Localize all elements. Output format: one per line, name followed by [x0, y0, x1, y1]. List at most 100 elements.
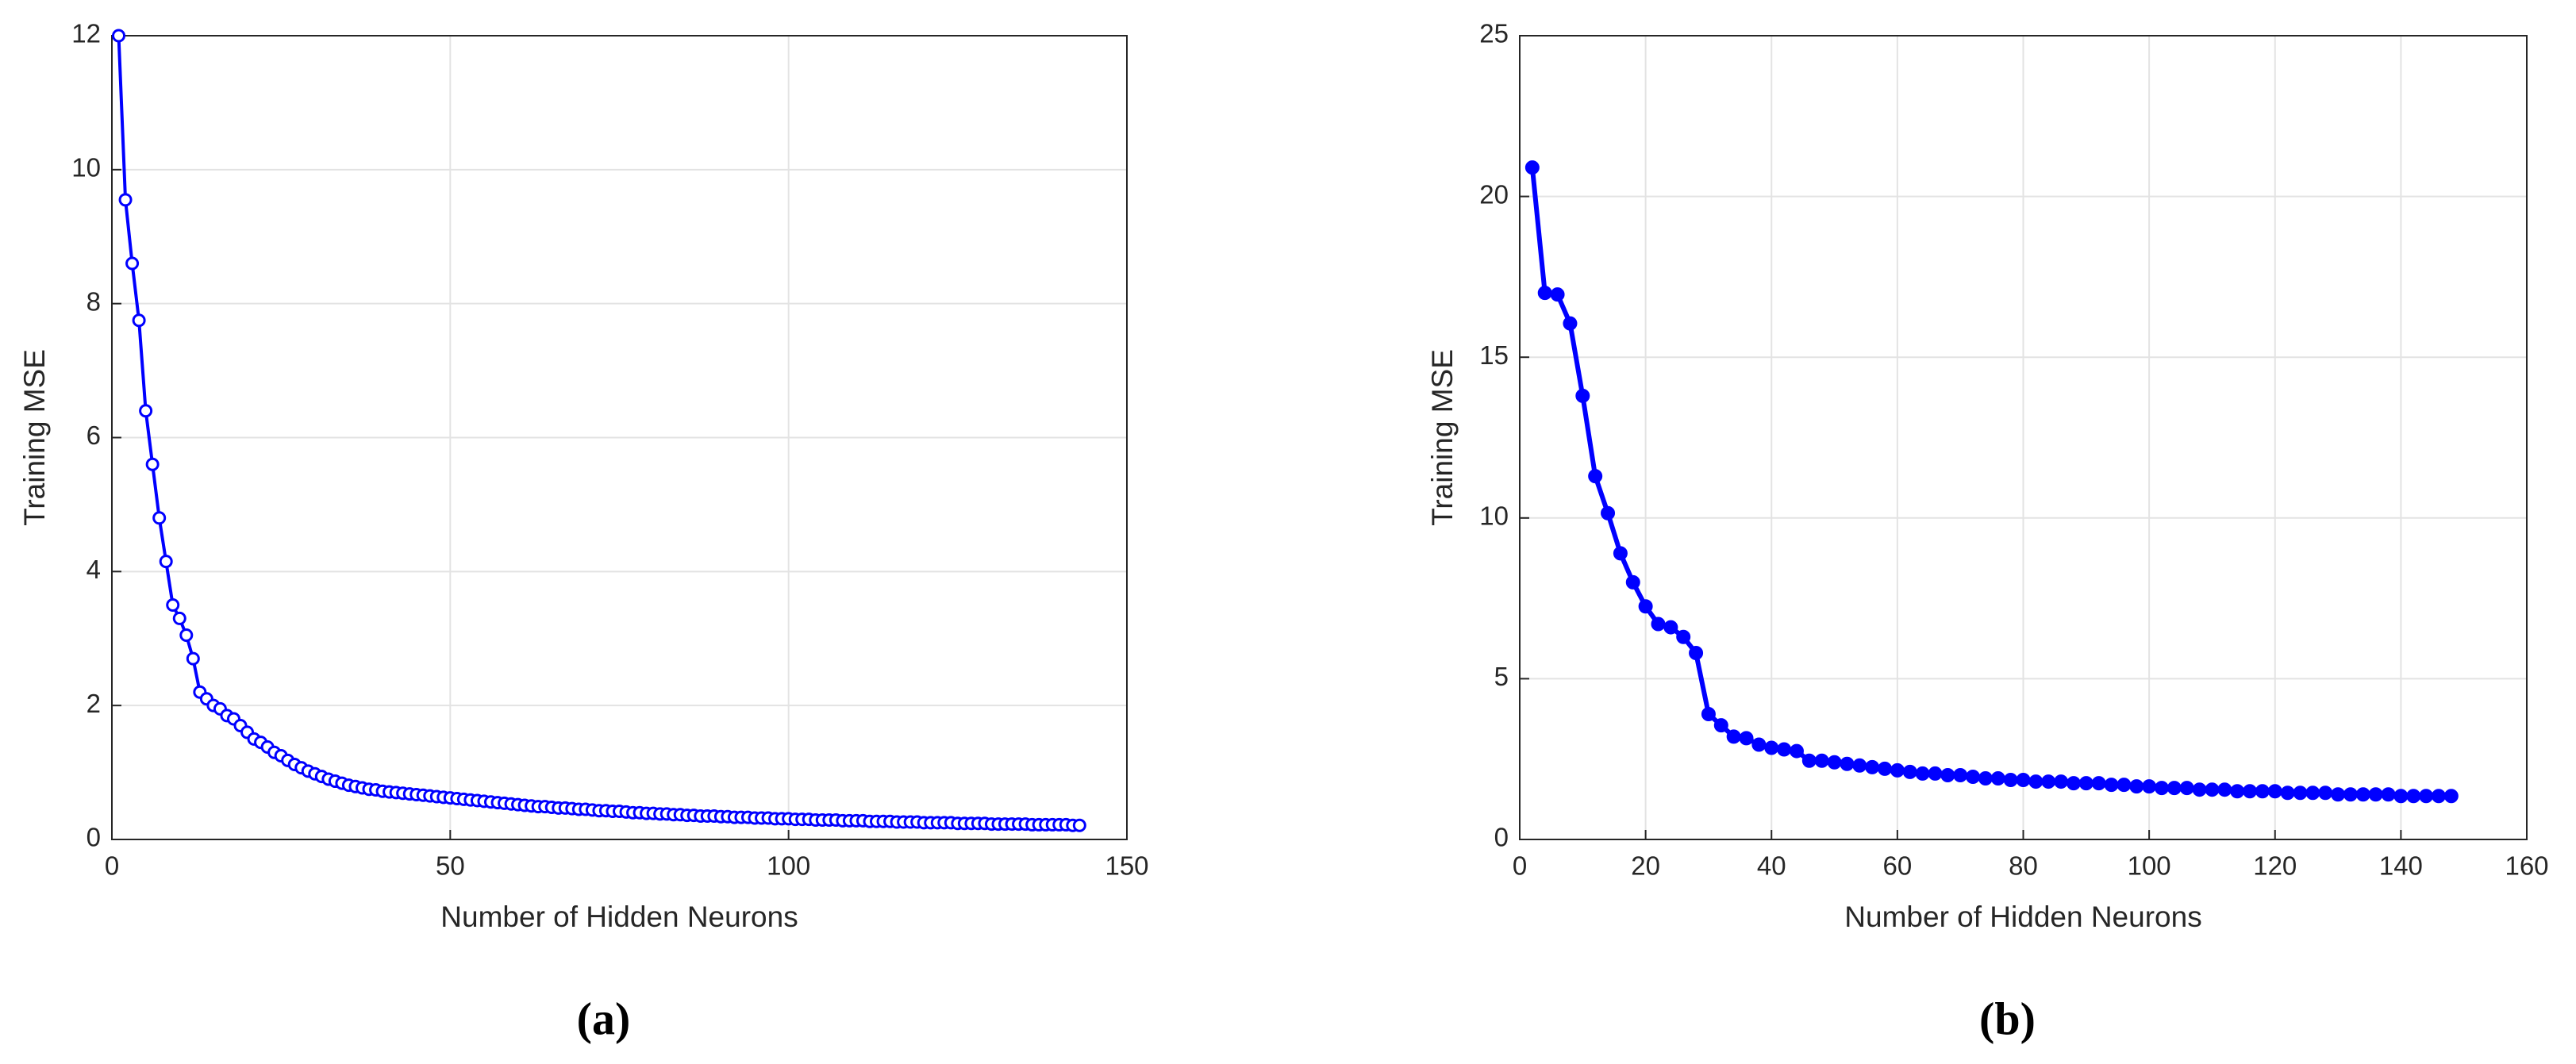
y-tick-label: 4 [87, 555, 101, 584]
marker [2393, 789, 2409, 804]
marker [139, 404, 153, 418]
y-tick-label: 0 [87, 823, 101, 852]
marker [2406, 789, 2421, 804]
marker [1953, 767, 1968, 782]
marker [1751, 737, 1767, 752]
marker [145, 457, 160, 471]
marker [1878, 761, 1893, 776]
x-tick-label: 0 [1513, 851, 1527, 881]
x-tick-label: 40 [1757, 851, 1786, 881]
marker [1651, 617, 1666, 632]
x-axis-label: Number of Hidden Neurons [440, 901, 798, 933]
x-tick-label: 140 [2379, 851, 2423, 881]
marker [2091, 776, 2106, 791]
y-tick-label: 8 [87, 286, 101, 316]
chart-panel: 0 2 4 6 8 10 12 0 50 100 150 Number of Hidden Neuro… [18, 19, 1149, 1045]
marker [1550, 287, 1565, 302]
marker [112, 29, 126, 43]
marker [2343, 787, 2358, 802]
marker [2117, 778, 2132, 793]
x-tick-label: 0 [105, 851, 119, 881]
marker [1701, 706, 1716, 721]
marker [1613, 546, 1628, 561]
y-tick-label: 20 [1479, 179, 1509, 209]
marker [118, 193, 133, 207]
marker [1902, 764, 1917, 779]
marker [1072, 818, 1086, 832]
marker [1689, 645, 1704, 660]
marker [2016, 773, 2031, 788]
marker [2179, 781, 2194, 796]
marker [179, 628, 194, 643]
y-tick-label: 10 [71, 153, 101, 182]
marker [2028, 774, 2043, 789]
y-tick-label: 15 [1479, 340, 1509, 370]
x-tick-label: 160 [2505, 851, 2548, 881]
marker [2280, 786, 2295, 801]
marker [2104, 778, 2119, 793]
x-tick-label: 20 [1631, 851, 1660, 881]
marker [2217, 782, 2232, 797]
marker [2205, 782, 2220, 797]
marker [1625, 574, 1640, 590]
marker [1575, 388, 1590, 403]
marker [125, 256, 140, 271]
marker [1789, 743, 1804, 759]
marker [1588, 469, 1603, 484]
marker [2054, 774, 2069, 789]
marker [2167, 781, 2182, 796]
marker [1966, 769, 1981, 784]
marker [159, 555, 173, 569]
marker [2003, 773, 2018, 788]
x-tick-label: 150 [1105, 851, 1148, 881]
caption: (a) [577, 993, 631, 1044]
axes-box [111, 35, 1128, 840]
axes-box [1519, 35, 2528, 840]
y-tick-label: 6 [87, 421, 101, 450]
marker [1865, 759, 1880, 774]
marker [2066, 776, 2081, 791]
marker [1801, 753, 1817, 768]
x-tick-label: 100 [767, 851, 810, 881]
marker [186, 651, 200, 666]
marker [1928, 766, 1943, 781]
y-axis-label: Training MSE [1426, 349, 1459, 526]
marker [2230, 784, 2245, 799]
marker [2419, 789, 2434, 804]
marker [2318, 786, 2333, 801]
marker [1814, 753, 1829, 768]
x-tick-label: 60 [1883, 851, 1913, 881]
marker [1739, 731, 1754, 746]
marker [1537, 286, 1552, 301]
marker [2041, 774, 2056, 789]
marker [1915, 766, 1930, 781]
marker [1990, 771, 2005, 786]
marker [1940, 767, 1955, 782]
marker [1726, 729, 1741, 744]
marker [2431, 789, 2446, 804]
marker [2243, 784, 2258, 799]
x-axis-label: Number of Hidden Neurons [1844, 901, 2201, 933]
x-tick-label: 120 [2253, 851, 2297, 881]
x-tick-label: 50 [436, 851, 465, 881]
marker [1978, 771, 1993, 786]
y-tick-label: 10 [1479, 501, 1509, 531]
marker [2355, 787, 2370, 802]
marker [172, 611, 186, 625]
marker [2293, 786, 2308, 801]
marker [1638, 599, 1653, 614]
y-tick-label: 0 [1494, 823, 1509, 852]
marker [2142, 779, 2157, 794]
x-tick-label: 100 [2128, 851, 2171, 881]
y-axis-label: Training MSE [18, 349, 51, 526]
marker [2443, 789, 2459, 804]
y-tick-label: 2 [87, 689, 101, 718]
y-tick-label: 12 [71, 19, 101, 48]
marker [2129, 779, 2144, 794]
marker [2192, 782, 2207, 797]
x-tick-label: 80 [2009, 851, 2038, 881]
marker [1827, 755, 1842, 770]
marker [1890, 762, 1905, 778]
marker [152, 511, 167, 525]
